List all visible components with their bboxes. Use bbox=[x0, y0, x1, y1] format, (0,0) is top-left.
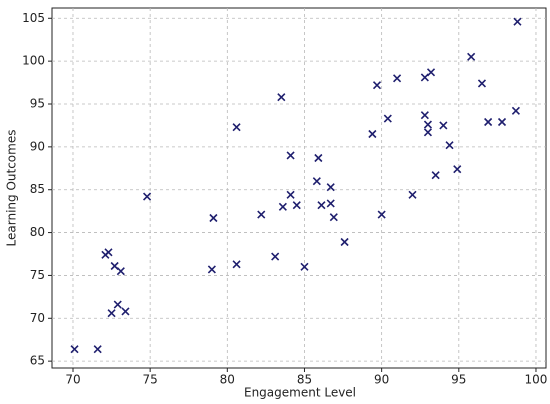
point bbox=[292, 201, 301, 210]
point bbox=[420, 111, 429, 120]
x-tick-label: 90 bbox=[374, 373, 389, 387]
x-tick-label: 100 bbox=[525, 373, 548, 387]
point bbox=[271, 252, 280, 261]
x-axis-label: Engagement Level bbox=[244, 386, 356, 400]
point bbox=[286, 190, 295, 199]
point bbox=[497, 117, 507, 127]
point bbox=[142, 192, 152, 201]
point bbox=[383, 114, 392, 123]
x-tick-label: 85 bbox=[297, 373, 312, 387]
x-tick-label: 80 bbox=[220, 373, 235, 387]
point bbox=[423, 128, 433, 137]
point bbox=[431, 171, 440, 180]
point bbox=[326, 199, 335, 208]
x-tick-label: 70 bbox=[65, 373, 80, 387]
x-tick-label: 75 bbox=[143, 373, 158, 387]
y-axis-label: Learning Outcomes bbox=[5, 130, 19, 247]
point bbox=[232, 123, 241, 132]
plot-frame bbox=[51, 7, 547, 369]
point bbox=[93, 345, 102, 354]
point bbox=[277, 93, 286, 102]
y-tick-label: 85 bbox=[30, 182, 45, 196]
point bbox=[314, 153, 323, 163]
y-tick-label: 80 bbox=[30, 225, 45, 239]
y-tick-label: 105 bbox=[22, 11, 45, 25]
y-tick-label: 100 bbox=[22, 54, 45, 68]
point bbox=[70, 345, 79, 354]
point bbox=[368, 129, 377, 139]
point bbox=[423, 120, 433, 129]
point bbox=[445, 141, 454, 150]
point bbox=[377, 210, 386, 219]
point bbox=[408, 190, 417, 199]
point bbox=[116, 267, 125, 276]
point bbox=[207, 265, 216, 274]
point bbox=[426, 68, 436, 77]
point bbox=[300, 262, 309, 271]
y-tick-label: 90 bbox=[30, 139, 45, 153]
point bbox=[326, 183, 335, 192]
point bbox=[113, 300, 122, 309]
point bbox=[511, 106, 520, 115]
point bbox=[286, 151, 295, 160]
point bbox=[317, 201, 326, 210]
point bbox=[453, 165, 462, 174]
point bbox=[107, 309, 116, 318]
point bbox=[439, 121, 448, 130]
point bbox=[257, 210, 266, 219]
y-tick-label: 95 bbox=[30, 97, 45, 111]
point bbox=[467, 52, 476, 61]
point bbox=[477, 79, 487, 88]
y-tick-label: 65 bbox=[30, 354, 45, 368]
point bbox=[312, 177, 321, 186]
y-tick-label: 75 bbox=[30, 268, 45, 282]
x-tick-label: 95 bbox=[451, 373, 466, 387]
y-tick-label: 70 bbox=[30, 311, 45, 325]
point bbox=[340, 237, 349, 247]
point bbox=[104, 248, 113, 257]
point bbox=[329, 213, 338, 222]
point bbox=[393, 74, 402, 83]
point bbox=[372, 81, 382, 90]
point bbox=[278, 202, 287, 211]
point bbox=[232, 260, 241, 269]
point bbox=[209, 213, 218, 223]
point bbox=[484, 117, 493, 127]
point bbox=[513, 17, 522, 26]
point bbox=[121, 307, 130, 316]
